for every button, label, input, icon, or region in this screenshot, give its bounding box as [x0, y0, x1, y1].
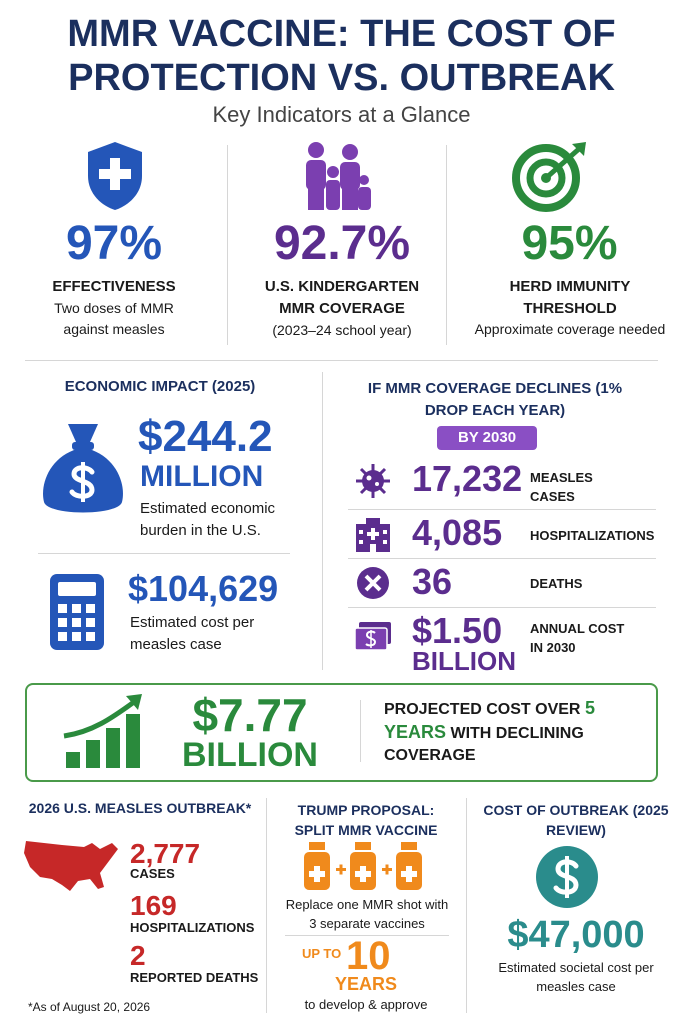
- divider: [446, 145, 447, 345]
- virus-icon: [356, 464, 390, 498]
- target-icon: [512, 142, 586, 212]
- proposal-footer: to develop & approve: [304, 997, 428, 1012]
- calculator-icon: [50, 574, 104, 650]
- indicator-value: 95%: [521, 217, 618, 270]
- decline-label: DEATHS: [530, 576, 583, 591]
- proposal-note: Replace one MMR shot with 3 separate vac…: [285, 897, 449, 931]
- indicator-note: Approximate coverage needed: [474, 321, 666, 337]
- subtitle: Key Indicators at a Glance: [212, 102, 471, 127]
- divider: [466, 798, 467, 1013]
- outbreak-label: REPORTED DEATHS: [130, 970, 259, 985]
- divider: [322, 372, 323, 670]
- divider: [348, 558, 656, 559]
- proposal-prefix: UP TO: [302, 946, 342, 961]
- decline-label: HOSPITALIZATIONS: [530, 528, 655, 543]
- projected-text-after: WITH DECLINING COVERAGE: [384, 725, 584, 764]
- family-icon: [306, 142, 371, 210]
- projected-unit: BILLION: [182, 736, 318, 774]
- x-circle-icon: [357, 567, 389, 599]
- decline-value: 36: [412, 561, 453, 602]
- outbreak-label: HOSPITALIZATIONS: [130, 920, 255, 935]
- title: MMR VACCINE: THE COST OF: [67, 13, 616, 55]
- us-map-icon: [24, 841, 118, 891]
- indicator-note: (2023–24 school year): [272, 322, 412, 338]
- proposal-value: 10: [346, 934, 391, 978]
- decline-value: 17,232: [412, 458, 523, 499]
- money-bag-icon: [43, 424, 123, 513]
- proposal-unit: YEARS: [334, 974, 397, 994]
- indicator-label: U.S. KINDERGARTEN MMR COVERAGE: [264, 278, 420, 317]
- indicator-note: Two doses of MMR against measles: [54, 300, 174, 337]
- divider: [227, 145, 228, 345]
- badge: BY 2030: [437, 426, 537, 450]
- projected-text-before: PROJECTED COST OVER: [384, 701, 581, 718]
- per-case-value: $104,629: [128, 568, 279, 609]
- cash-icon: [354, 622, 391, 651]
- coin-icon: [536, 846, 598, 908]
- section-title: TRUMP PROPOSAL: SPLIT MMR VACCINE: [294, 802, 438, 838]
- divider: [25, 360, 658, 361]
- outbreak-value: 2,777: [130, 838, 201, 869]
- section-title: 2026 U.S. MEASLES OUTBREAK*: [28, 800, 252, 816]
- projected-value: $7.77: [192, 689, 308, 741]
- outbreak-value: 2: [130, 940, 146, 971]
- shield-icon: [88, 142, 142, 210]
- indicator-label: EFFECTIVENESS: [52, 278, 176, 295]
- vials-icon: [304, 842, 422, 890]
- decline-label: MEASLES CASES: [530, 470, 593, 504]
- cost-note: Estimated societal cost per measles case: [498, 960, 654, 994]
- indicator-label: HERD IMMUNITY THRESHOLD: [509, 278, 631, 317]
- divider: [360, 700, 361, 762]
- outbreak-label: CASES: [130, 866, 175, 881]
- indicator-value: 92.7%: [273, 217, 411, 270]
- cost-value: $47,000: [507, 914, 645, 956]
- section-title: ECONOMIC IMPACT (2025): [64, 378, 256, 395]
- section-title: IF MMR COVERAGE DECLINES (1% DROP EACH Y…: [367, 380, 623, 419]
- outbreak-value: 169: [130, 890, 177, 921]
- projected-text: PROJECTED COST OVER 5 YEARS WITH DECLINI…: [384, 697, 634, 767]
- decline-unit: BILLION: [412, 646, 516, 676]
- decline-value: 4,085: [412, 512, 503, 553]
- projected-highlight: 5 YEARS: [384, 698, 595, 742]
- footnote: *As of August 20, 2026: [28, 1000, 151, 1014]
- divider: [348, 607, 656, 608]
- decline-label: ANNUAL COST IN 2030: [530, 621, 625, 655]
- decline-value: $1.50: [412, 610, 503, 651]
- divider: [285, 935, 449, 936]
- growth-icon: [63, 694, 142, 768]
- section-title: COST OF OUTBREAK (2025 REVIEW): [483, 802, 669, 838]
- economic-unit: MILLION: [140, 460, 264, 493]
- projected-box: [25, 683, 658, 782]
- per-case-note: Estimated cost per measles case: [130, 614, 255, 653]
- divider: [266, 798, 267, 1013]
- divider: [348, 509, 656, 510]
- hospital-icon: [356, 518, 390, 552]
- economic-value: $244.2: [138, 412, 273, 461]
- divider: [38, 553, 290, 554]
- economic-note: Estimated economic burden in the U.S.: [140, 500, 276, 539]
- indicator-value: 97%: [65, 217, 163, 270]
- title: PROTECTION VS. OUTBREAK: [68, 57, 615, 99]
